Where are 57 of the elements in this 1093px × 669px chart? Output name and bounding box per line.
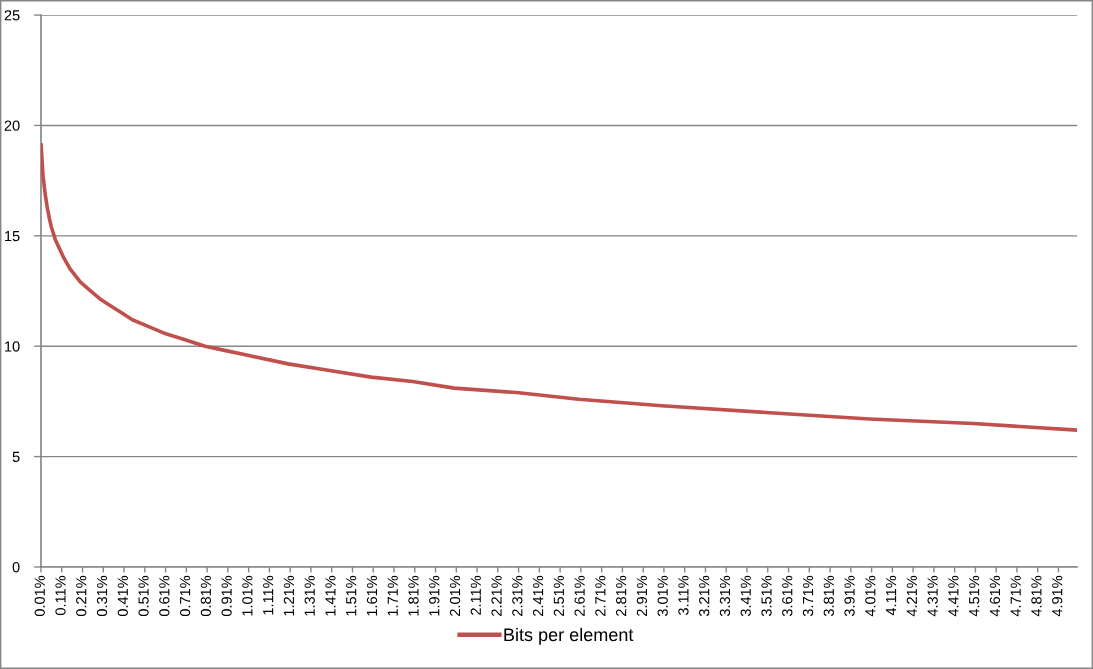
x-tick-label: 4.51% xyxy=(969,575,980,617)
x-tick-label: 1.11% xyxy=(263,575,274,615)
x-tick-label: 1.21% xyxy=(283,575,295,616)
x-tick-label: 4.91% xyxy=(1052,575,1063,617)
x-tick-label: 4.41% xyxy=(948,575,959,617)
x-tick-label: 1.31% xyxy=(304,575,315,616)
y-tick-label: 5 xyxy=(12,451,20,463)
x-tick-label: 3.51% xyxy=(761,575,772,617)
x-tick-label: 0.91% xyxy=(221,575,232,617)
y-tick-label: 15 xyxy=(5,231,20,242)
x-tick-label: 3.21% xyxy=(699,575,710,617)
x-tick-label: 3.81% xyxy=(823,575,834,617)
y-tick-label: 10 xyxy=(5,341,20,352)
x-tick-label: 0.11% xyxy=(55,575,66,616)
legend-label: Bits per element xyxy=(504,627,634,645)
x-tick-label: 1.61% xyxy=(366,575,378,616)
x-tick-label: 3.61% xyxy=(782,575,793,617)
x-tick-label: 3.31% xyxy=(719,575,731,617)
x-tick-label: 1.91% xyxy=(429,575,440,616)
x-tick-label: 0.71% xyxy=(179,575,191,617)
x-tick-label: 4.31% xyxy=(927,575,938,617)
x-tick-label: 0.41% xyxy=(117,575,128,617)
x-tick-label: 0.81% xyxy=(200,575,212,617)
x-tick-label: 3.91% xyxy=(844,575,855,617)
x-tick-label: 1.41% xyxy=(325,575,336,616)
x-tick-label: 1.81% xyxy=(408,575,419,616)
x-tick-label: 4.81% xyxy=(1031,575,1042,617)
x-tick-label: 2.51% xyxy=(553,575,565,616)
x-tick-label: 2.91% xyxy=(636,575,648,616)
x-tick-label: 0.21% xyxy=(76,575,87,617)
x-tick-label: 1.01% xyxy=(242,575,253,616)
x-tick-label: 2.21% xyxy=(491,575,502,616)
x-tick-label: 3.71% xyxy=(802,575,814,617)
x-tick-label: 0.61% xyxy=(159,575,170,617)
x-tick-label: 2.41% xyxy=(532,575,544,616)
x-tick-label: 2.61% xyxy=(574,575,585,616)
x-tick-label: 4.71% xyxy=(1010,575,1021,617)
x-tick-label: 1.71% xyxy=(387,575,398,616)
x-tick-label: 3.01% xyxy=(657,575,668,617)
x-tick-label: 2.01% xyxy=(449,575,461,616)
y-tick-label: 0 xyxy=(12,562,20,573)
x-tick-label: 2.11% xyxy=(470,575,481,615)
x-tick-label: 3.41% xyxy=(740,575,751,617)
x-tick-label: 2.71% xyxy=(595,575,606,616)
y-tick-label: 20 xyxy=(4,120,20,131)
x-tick-label: 3.11% xyxy=(678,575,689,616)
x-tick-label: 4.61% xyxy=(989,575,1001,617)
x-tick-label: 0.51% xyxy=(138,575,149,617)
y-tick-label: 25 xyxy=(4,10,20,21)
x-tick-label: 4.01% xyxy=(865,575,876,617)
x-tick-label: 1.51% xyxy=(346,575,357,616)
x-tick-label: 2.31% xyxy=(512,575,523,616)
x-tick-label: 4.11% xyxy=(886,575,897,616)
x-tick-label: 2.81% xyxy=(615,575,627,616)
x-tick-label: 4.21% xyxy=(906,575,917,617)
x-tick-label: 0.01% xyxy=(34,575,45,617)
x-tick-label: 0.31% xyxy=(96,575,108,617)
